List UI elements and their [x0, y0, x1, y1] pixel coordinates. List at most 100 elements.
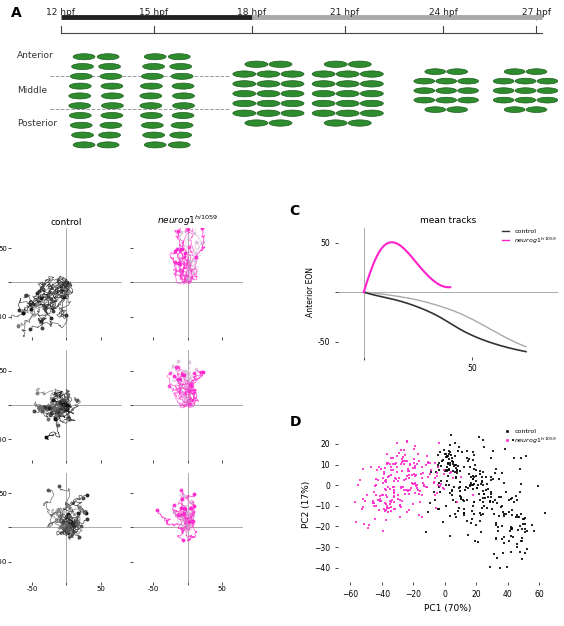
- control: [476, 470, 485, 480]
- control: [466, 481, 475, 491]
- Text: 24 hpf: 24 hpf: [429, 8, 458, 17]
- Circle shape: [269, 120, 292, 126]
- Circle shape: [245, 61, 268, 68]
- Circle shape: [72, 63, 94, 69]
- control: [509, 453, 518, 463]
- control: [517, 453, 526, 463]
- control: [443, 476, 452, 486]
- control: [435, 478, 444, 488]
- control: [442, 452, 451, 462]
- $\mathit{neurog1}^{hi1059}$: [390, 491, 399, 501]
- $\mathit{neurog1}^{hi1059}$: [378, 526, 387, 536]
- control: [504, 506, 513, 516]
- $\mathit{neurog1}^{hi1059}$: [412, 459, 421, 470]
- control: [482, 486, 491, 496]
- $\mathit{neurog1}^{hi1059}$: [384, 506, 393, 516]
- $\mathit{neurog1}^{hi1059}$: [390, 487, 399, 497]
- control: [487, 488, 496, 498]
- control: [441, 449, 450, 459]
- Text: 15 hpf: 15 hpf: [139, 8, 168, 17]
- $\mathit{neurog1}^{hi1059}$: [385, 503, 394, 513]
- control: [517, 480, 526, 490]
- control: [479, 497, 488, 507]
- control: [452, 512, 461, 522]
- Circle shape: [100, 73, 122, 80]
- control: [517, 533, 526, 543]
- $\mathit{neurog1}^{hi1059}$: [410, 441, 419, 451]
- control: [455, 483, 464, 493]
- Circle shape: [425, 69, 446, 74]
- Circle shape: [233, 71, 256, 77]
- control: [485, 496, 494, 506]
- control: [451, 463, 460, 473]
- $\mathit{neurog1}^{hi1059}$: [449, 473, 458, 483]
- $\mathit{neurog1}^{hi1059}$: [411, 471, 420, 481]
- control: [473, 483, 482, 493]
- control: [445, 449, 454, 459]
- control: [509, 497, 518, 507]
- control: [512, 539, 521, 549]
- control: [469, 450, 478, 460]
- control: [512, 491, 521, 501]
- Text: 18 hpf: 18 hpf: [237, 8, 267, 17]
- Circle shape: [336, 110, 359, 116]
- $\mathit{neurog1}^{hi1059}$: [395, 495, 404, 505]
- $\mathit{neurog1}^{hi1059}$: [453, 497, 462, 507]
- control: [519, 515, 528, 525]
- $\mathit{neurog1}^{hi1059}$: [411, 463, 420, 473]
- Circle shape: [526, 69, 547, 74]
- Circle shape: [494, 88, 514, 93]
- control: [472, 476, 481, 486]
- $\mathit{neurog1}^{hi1059}$: [393, 490, 402, 500]
- Circle shape: [257, 110, 280, 116]
- $\mathit{neurog1}^{hi1059}$: [415, 496, 424, 506]
- $\mathit{neurog1}^{hi1059}$: [403, 466, 412, 476]
- control: [479, 493, 488, 503]
- control: [519, 520, 528, 530]
- Circle shape: [360, 91, 384, 97]
- $\mathit{neurog1}^{hi1059}$: [392, 458, 401, 468]
- $\mathit{neurog1}^{hi1059}$: [394, 473, 403, 483]
- control: [468, 506, 477, 516]
- $\mathit{neurog1}^{hi1059}$: [435, 481, 444, 491]
- $\mathit{neurog1}^{hi1059}$: [404, 486, 413, 496]
- $\mathit{neurog1}^{hi1059}$: [355, 475, 364, 485]
- $\mathit{neurog1}^{hi1059}$: [415, 456, 424, 466]
- control: [498, 548, 507, 558]
- control: [517, 554, 526, 564]
- control: [487, 504, 496, 514]
- $\mathit{neurog1}^{hi1059}$: [370, 481, 379, 491]
- control: [456, 466, 465, 476]
- Circle shape: [458, 88, 478, 93]
- $\mathit{neurog1}^{hi1059}$: [384, 482, 393, 492]
- $\mathit{neurog1}^{hi1059}$: [408, 479, 417, 489]
- control: [469, 509, 478, 519]
- $\mathit{neurog1}^{hi1059}$: [381, 490, 390, 500]
- X-axis label: PC1 (70%): PC1 (70%): [424, 604, 472, 613]
- $\mathit{neurog1}^{hi1059}$: [410, 454, 419, 464]
- control: [483, 503, 492, 513]
- control: [468, 484, 477, 494]
- control: [472, 465, 481, 475]
- $\mathit{neurog1}^{hi1059}$: [372, 480, 381, 490]
- control: [512, 510, 521, 520]
- control: [460, 508, 469, 518]
- control: [453, 446, 462, 456]
- $\mathit{neurog1}^{hi1059}$: [400, 450, 409, 460]
- control: [513, 543, 522, 553]
- control: [443, 471, 452, 481]
- control: [474, 480, 483, 490]
- Circle shape: [143, 132, 165, 138]
- $\mathit{neurog1}^{hi1059}$: [381, 515, 390, 525]
- control: [486, 492, 495, 502]
- control: [516, 510, 525, 520]
- $\mathit{neurog1}^{hi1059}$: [408, 478, 417, 488]
- control: [443, 465, 452, 475]
- Circle shape: [349, 120, 371, 126]
- Circle shape: [140, 103, 162, 109]
- Circle shape: [515, 78, 536, 84]
- control: [446, 450, 455, 460]
- Circle shape: [102, 93, 124, 99]
- control: [496, 502, 505, 512]
- $\mathit{neurog1}^{hi1059}$: [381, 476, 390, 486]
